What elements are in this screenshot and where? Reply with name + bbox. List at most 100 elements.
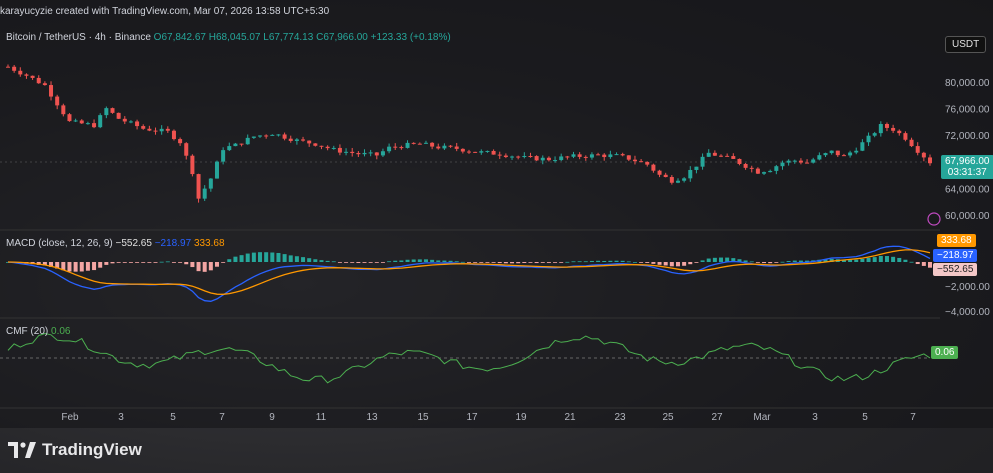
candle-body: [18, 70, 23, 75]
candle-body: [301, 139, 306, 141]
macd-histogram-bar: [147, 262, 152, 263]
macd-histogram-bar: [755, 262, 760, 263]
macd-histogram-bar: [171, 262, 176, 263]
macd-histogram-bar: [589, 260, 594, 262]
macd-histogram-bar: [184, 262, 189, 265]
candle-body: [651, 164, 656, 171]
macd-histogram-bar: [405, 259, 410, 262]
candle-body: [884, 124, 889, 128]
candle-body: [891, 127, 896, 131]
candle-body: [98, 115, 103, 128]
alert-icon[interactable]: [927, 212, 941, 226]
tradingview-logo-icon: [8, 442, 36, 458]
macd-histogram-bar: [251, 252, 256, 262]
macd-histogram-bar: [110, 262, 115, 264]
macd-histogram-bar: [626, 261, 631, 263]
candle-body: [682, 178, 687, 181]
candle-body: [786, 160, 791, 163]
candle-body: [614, 154, 619, 156]
candle-body: [374, 152, 379, 156]
macd-histogram-bar: [135, 262, 140, 263]
candle-body: [442, 145, 447, 149]
macd-histogram-bar: [448, 260, 453, 262]
macd-axis-label-2: −4,000.00: [945, 307, 990, 318]
time-axis-label: 11: [316, 412, 327, 423]
macd-title[interactable]: MACD (close, 12, 26, 9): [6, 238, 113, 249]
candle-body: [848, 152, 853, 156]
macd-histogram-bar: [485, 262, 490, 263]
price-axis-label: 64,000.00: [945, 184, 990, 195]
candle-body: [387, 146, 392, 152]
candle-body: [589, 154, 594, 158]
candle-body: [731, 156, 736, 159]
candle-body: [61, 105, 66, 115]
candle-body: [921, 152, 926, 158]
currency-button[interactable]: USDT: [945, 36, 987, 53]
candle-body: [565, 156, 570, 158]
candle-body: [42, 83, 47, 86]
macd-histogram-bar: [159, 261, 164, 263]
ohlc-values: O67,842.67 H68,045.07 L67,774.13 C67,966…: [153, 32, 451, 43]
macd-histogram-bar: [774, 262, 779, 263]
macd-histogram-bar: [258, 252, 263, 262]
macd-histogram-bar: [245, 253, 250, 262]
macd-histogram-bar: [620, 260, 625, 262]
macd-histogram-bar: [362, 262, 367, 263]
cmf-title[interactable]: CMF (20): [6, 326, 49, 337]
macd-histogram-bar: [479, 262, 484, 263]
brand-name: TradingView: [42, 440, 142, 459]
macd-histogram-bar: [546, 262, 551, 263]
candle-body: [153, 130, 158, 132]
candle-body: [497, 154, 502, 156]
macd-histogram-bar: [694, 262, 699, 263]
macd-histogram-bar: [331, 261, 336, 263]
candle-body: [522, 156, 527, 158]
candle-body: [485, 150, 490, 152]
macd-histogram-bar: [663, 262, 668, 266]
macd-histogram-bar: [307, 258, 312, 262]
candle-body: [928, 157, 932, 164]
candle-body: [663, 174, 668, 178]
macd-histogram-bar: [49, 262, 54, 267]
candle-body: [393, 146, 398, 148]
macd-histogram-bar: [786, 261, 791, 262]
candle-body: [313, 143, 318, 146]
candle-body: [854, 150, 859, 153]
candle-body: [712, 152, 717, 156]
macd-histogram-bar: [417, 259, 422, 262]
macd-histogram-bar: [928, 262, 932, 268]
macd-histogram-bar: [319, 260, 324, 262]
cmf-header: CMF (20) 0.06: [6, 326, 70, 337]
macd-histogram-bar: [639, 262, 644, 263]
candle-body: [915, 146, 920, 153]
candle-body: [258, 135, 263, 137]
macd-histogram-bar: [768, 262, 773, 264]
candle-body: [669, 177, 674, 183]
macd-histogram-bar: [903, 259, 908, 262]
macd-histogram-bar: [737, 259, 742, 262]
macd-histogram-bar: [675, 262, 680, 267]
macd-histogram-bar: [553, 262, 558, 263]
candle-body: [448, 145, 453, 147]
candle-body: [190, 155, 195, 175]
symbol-name[interactable]: Bitcoin / TetherUS · 4h · Binance: [6, 32, 151, 43]
macd-histogram-bar: [534, 262, 539, 264]
candle-body: [909, 139, 914, 147]
macd-histogram-bar: [454, 261, 459, 263]
price-axis-label: 60,000.00: [945, 211, 990, 222]
candle-body: [411, 142, 416, 144]
candle-body: [12, 66, 17, 71]
candle-body: [675, 180, 680, 183]
macd-histogram-bar: [460, 261, 465, 263]
candle-body: [227, 146, 232, 151]
macd-histogram-bar: [436, 260, 441, 262]
candle-body: [202, 188, 207, 199]
tradingview-logo[interactable]: TradingView: [8, 440, 142, 460]
candle-body: [307, 140, 312, 144]
macd-histogram-bar: [116, 262, 121, 263]
macd-histogram-bar: [430, 259, 435, 262]
candle-body: [841, 155, 846, 157]
candle-body: [325, 146, 330, 149]
macd-histogram-bar: [516, 262, 521, 264]
time-axis-label: 25: [662, 412, 674, 423]
